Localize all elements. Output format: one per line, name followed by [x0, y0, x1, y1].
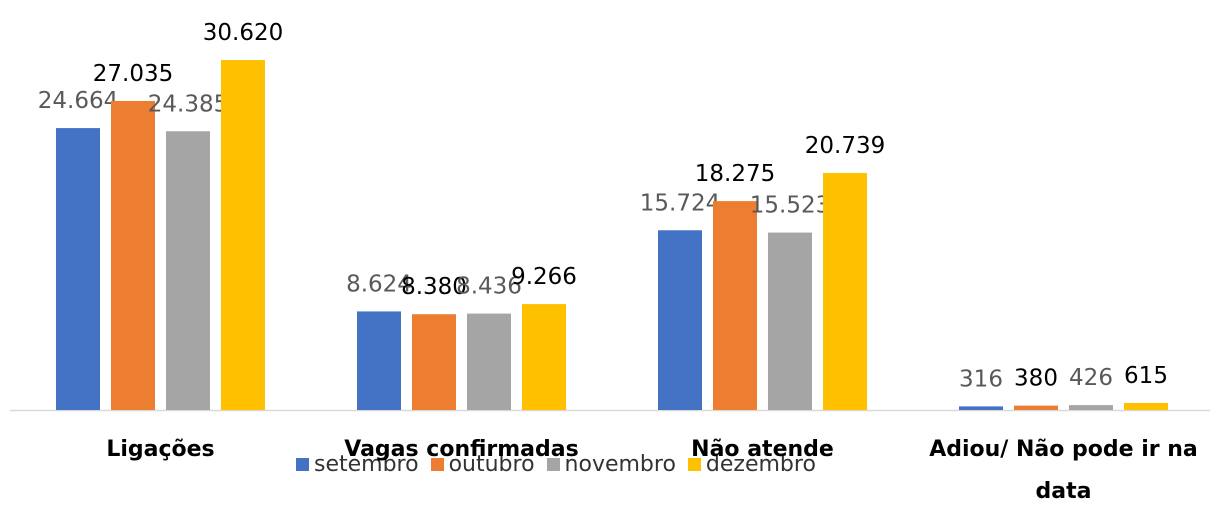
legend-item: dezembro	[687, 452, 816, 477]
data-label: 15.523	[750, 193, 830, 219]
bar	[823, 172, 867, 410]
data-label: 18.275	[695, 161, 775, 187]
bar	[959, 406, 1003, 410]
bar	[522, 304, 566, 410]
data-label: 615	[1124, 363, 1168, 389]
legend-item: outubro	[430, 452, 535, 477]
bar	[111, 100, 155, 410]
bar	[412, 314, 456, 410]
bar	[713, 201, 757, 410]
data-label: 30.620	[203, 20, 283, 46]
data-label: 24.664	[38, 88, 118, 114]
data-label: 380	[1014, 366, 1058, 392]
legend-swatch	[546, 458, 560, 471]
x-tick-label: Não atende	[691, 437, 834, 462]
legend-swatch	[430, 458, 444, 471]
bar	[221, 60, 265, 410]
data-label: 9.266	[511, 264, 577, 290]
legend-swatch	[687, 458, 701, 471]
legend-item: setembro	[296, 452, 419, 477]
data-label: 15.724	[640, 190, 720, 216]
data-label: 8.436	[456, 274, 522, 300]
data-label: 20.739	[805, 133, 885, 159]
data-label: 316	[959, 366, 1003, 392]
legend: setembro outubro novembro dezembro	[296, 452, 828, 477]
legend-label: novembro	[564, 452, 676, 477]
x-tick-label: Vagas confirmadas	[344, 437, 579, 462]
data-label: 8.624	[346, 271, 412, 297]
legend-swatch	[296, 458, 309, 471]
legend-item: novembro	[546, 452, 676, 477]
bar	[357, 311, 401, 410]
data-label: 24.385	[148, 91, 228, 117]
legend-label: setembro	[314, 452, 419, 477]
data-label: 8.380	[401, 274, 467, 300]
x-tick-label: Adiou/ Não pode ir na data	[929, 437, 1198, 504]
data-label: 27.035	[93, 61, 173, 87]
bar	[658, 230, 702, 410]
bar	[56, 128, 100, 410]
legend-label: outubro	[448, 452, 535, 477]
bar	[1124, 402, 1168, 410]
bar	[1014, 405, 1058, 410]
legend-label: dezembro	[705, 452, 816, 477]
bar	[166, 131, 210, 410]
data-label: 426	[1069, 365, 1113, 391]
bar	[1069, 405, 1113, 410]
bar	[768, 232, 812, 410]
bar	[467, 313, 511, 410]
x-tick-label: Ligações	[106, 437, 215, 462]
